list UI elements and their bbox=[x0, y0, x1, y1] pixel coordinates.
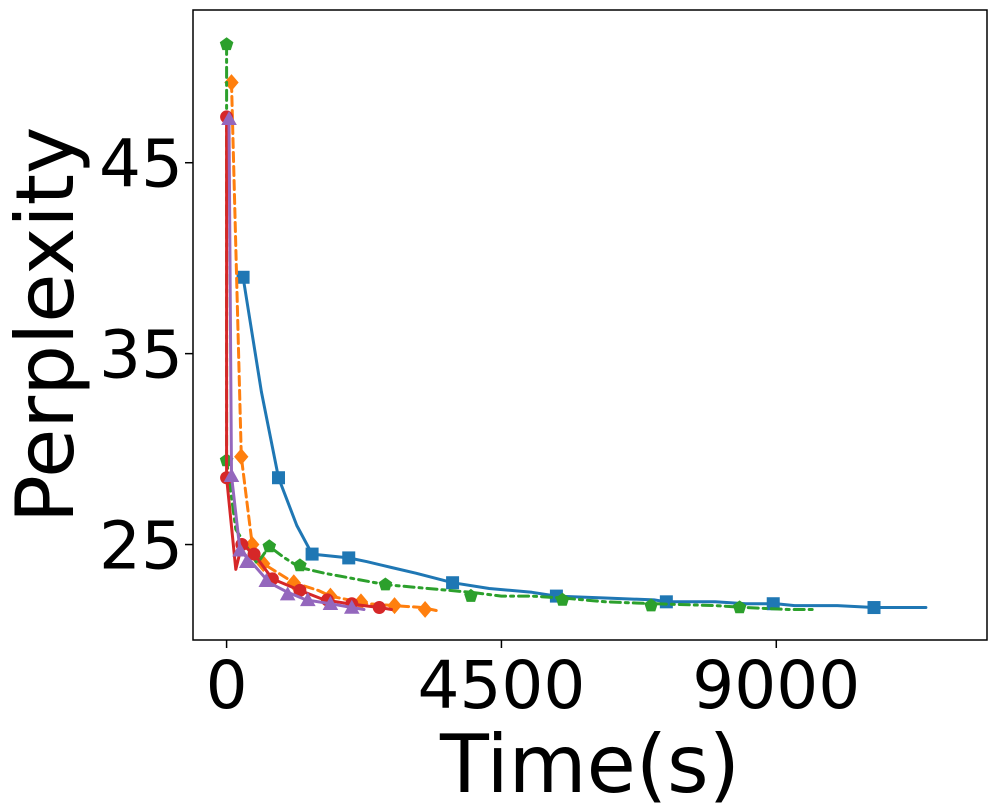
series-marker-point bbox=[342, 551, 356, 565]
series-5 bbox=[221, 111, 366, 614]
series-marker-point bbox=[245, 536, 260, 553]
x-tick-label: 0 bbox=[206, 647, 248, 724]
series-marker-point bbox=[372, 601, 386, 615]
series-marker-point bbox=[221, 111, 237, 126]
y-tick-label: 25 bbox=[99, 508, 183, 585]
series-marker-point bbox=[272, 471, 286, 485]
series-marker-point bbox=[293, 583, 307, 597]
series-marker-point bbox=[305, 547, 319, 561]
y-tick-label: 45 bbox=[99, 126, 183, 203]
series-marker-point bbox=[659, 595, 673, 609]
series-marker-point bbox=[219, 37, 234, 51]
series-marker-point bbox=[555, 592, 570, 606]
series-line bbox=[225, 42, 815, 611]
series-marker-point bbox=[322, 595, 339, 610]
series-marker-point bbox=[232, 542, 248, 557]
series-layer bbox=[219, 37, 928, 618]
series-marker-point bbox=[766, 597, 780, 611]
series-marker-point bbox=[234, 448, 249, 466]
series-marker-point bbox=[223, 468, 240, 483]
series-marker-point bbox=[446, 576, 460, 590]
series-marker-point bbox=[378, 577, 393, 591]
x-tick-label: 4500 bbox=[417, 647, 585, 724]
series-marker-point bbox=[353, 593, 369, 611]
series-marker-point bbox=[279, 586, 296, 601]
series-marker-point bbox=[344, 599, 360, 614]
series-line bbox=[227, 117, 366, 611]
series-marker-point bbox=[300, 592, 316, 607]
plot-frame bbox=[192, 9, 988, 641]
x-axis-label: Time(s) bbox=[439, 718, 740, 811]
series-marker-point bbox=[732, 600, 747, 614]
x-tick-label: 9000 bbox=[692, 647, 860, 724]
series-marker-point bbox=[417, 601, 433, 618]
ticks-layer: 0 4500 9000 25 35 45 bbox=[99, 126, 860, 724]
series-marker-point bbox=[247, 547, 261, 561]
series-marker-point bbox=[293, 558, 307, 572]
series-marker-point bbox=[464, 588, 478, 602]
series-marker-point bbox=[867, 601, 881, 615]
series-marker-point bbox=[236, 270, 250, 284]
series-marker-point bbox=[644, 598, 658, 612]
series-marker-point bbox=[262, 539, 277, 553]
series-3 bbox=[219, 37, 815, 614]
series-marker-point bbox=[224, 74, 239, 91]
y-tick-label: 35 bbox=[99, 317, 183, 394]
series-marker-point bbox=[238, 553, 255, 568]
y-axis-label: Perplexity bbox=[0, 127, 92, 524]
series-marker-point bbox=[258, 573, 275, 588]
